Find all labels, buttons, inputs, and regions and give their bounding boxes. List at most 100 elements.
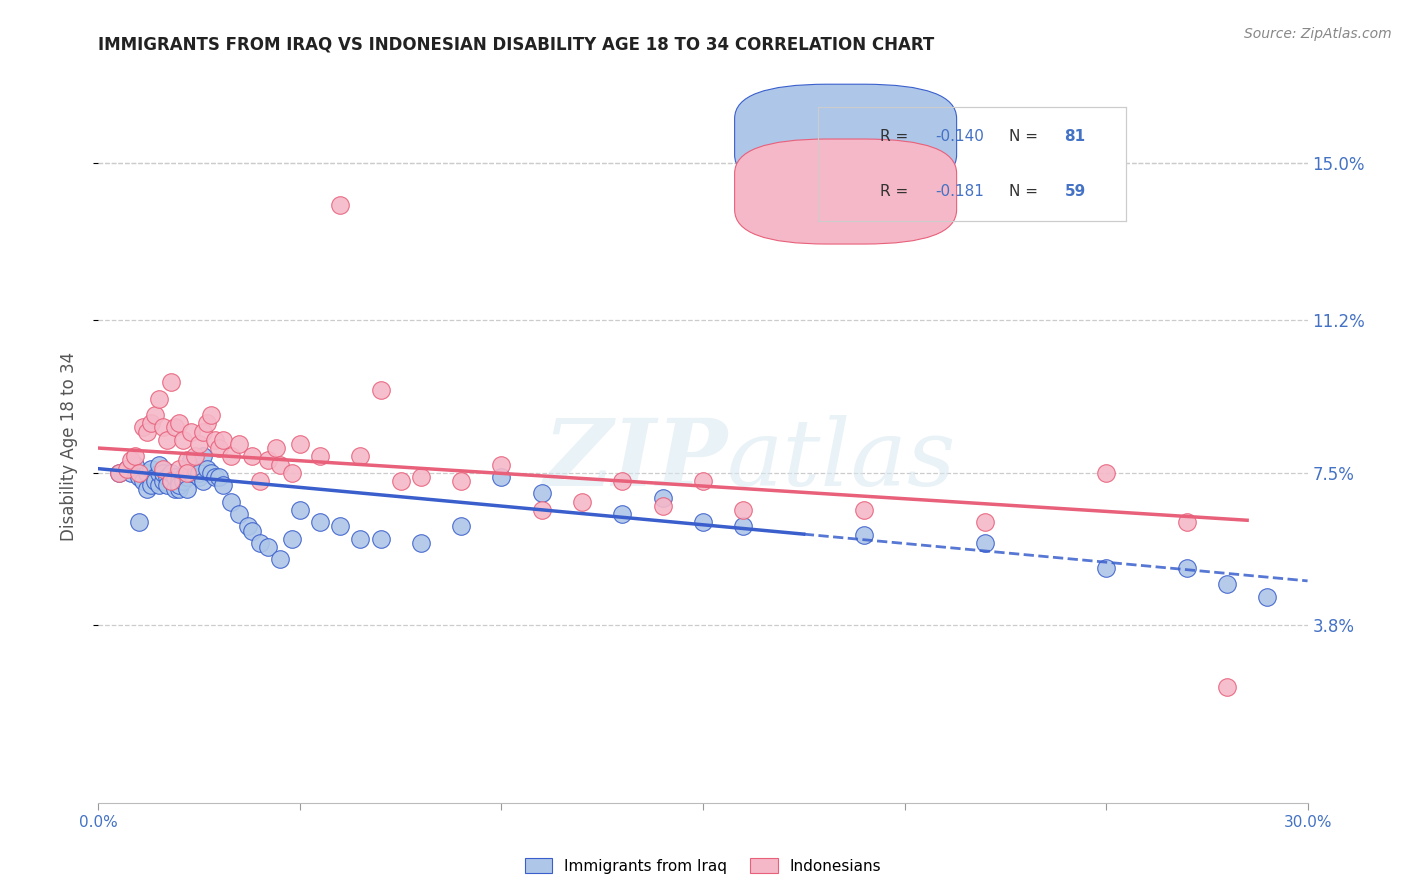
Point: [139, 478, 162, 492]
Point: [249, 474, 271, 488]
Point: [612, 474, 634, 488]
Point: [124, 450, 146, 464]
Point: [120, 453, 142, 467]
Point: [135, 466, 157, 480]
Point: [176, 483, 198, 497]
Point: [176, 461, 198, 475]
Point: [200, 466, 222, 480]
Point: [853, 503, 876, 517]
Point: [176, 466, 198, 480]
Point: [148, 466, 170, 480]
Point: [733, 503, 755, 517]
Point: [156, 470, 179, 484]
Point: [288, 503, 311, 517]
Point: [1095, 560, 1118, 574]
Point: [491, 470, 513, 484]
Point: [172, 470, 194, 484]
Point: [249, 536, 271, 550]
Point: [188, 470, 211, 484]
Point: [152, 474, 174, 488]
Point: [208, 470, 231, 484]
Point: [281, 466, 304, 480]
Point: [450, 474, 472, 488]
Point: [1216, 577, 1239, 591]
Point: [160, 375, 183, 389]
Point: [256, 453, 278, 467]
Point: [329, 197, 352, 211]
Point: [204, 433, 226, 447]
Point: [212, 433, 235, 447]
Point: [167, 478, 190, 492]
Point: [612, 507, 634, 521]
Point: [148, 392, 170, 406]
Point: [193, 425, 215, 439]
Point: [651, 499, 673, 513]
Point: [176, 453, 198, 467]
Point: [370, 532, 392, 546]
Point: [221, 494, 243, 508]
Point: [208, 441, 231, 455]
Point: [160, 474, 183, 488]
Point: [132, 474, 155, 488]
Point: [530, 503, 553, 517]
Point: [143, 408, 166, 422]
Point: [195, 461, 218, 475]
Point: [329, 519, 352, 533]
Point: [974, 536, 997, 550]
Point: [148, 478, 170, 492]
Point: [163, 420, 186, 434]
Point: [256, 540, 278, 554]
Point: [172, 433, 194, 447]
Point: [1175, 516, 1198, 530]
Point: [120, 466, 142, 480]
Point: [132, 420, 155, 434]
Point: [152, 420, 174, 434]
Text: ZIP: ZIP: [543, 416, 727, 505]
Point: [160, 474, 183, 488]
Point: [167, 417, 190, 431]
Point: [152, 466, 174, 480]
Point: [281, 532, 304, 546]
Point: [309, 450, 332, 464]
Point: [974, 516, 997, 530]
Point: [409, 536, 432, 550]
Point: [193, 450, 215, 464]
Point: [188, 437, 211, 451]
Point: [733, 519, 755, 533]
Point: [156, 433, 179, 447]
Point: [571, 494, 593, 508]
Point: [156, 478, 179, 492]
Point: [288, 437, 311, 451]
Legend: Immigrants from Iraq, Indonesians: Immigrants from Iraq, Indonesians: [519, 852, 887, 880]
Point: [530, 486, 553, 500]
Point: [143, 474, 166, 488]
Point: [370, 384, 392, 398]
Point: [180, 453, 202, 467]
Point: [128, 466, 150, 480]
Point: [167, 461, 190, 475]
Point: [349, 532, 371, 546]
Point: [160, 466, 183, 480]
Point: [188, 466, 211, 480]
Point: [1216, 681, 1239, 695]
Point: [269, 458, 291, 472]
Point: [124, 458, 146, 472]
Point: [200, 408, 222, 422]
Point: [193, 474, 215, 488]
Point: [204, 470, 226, 484]
Point: [264, 441, 287, 455]
Point: [152, 461, 174, 475]
Point: [853, 527, 876, 541]
Point: [240, 524, 263, 538]
Point: [221, 450, 243, 464]
Point: [143, 470, 166, 484]
Point: [1095, 466, 1118, 480]
Point: [184, 450, 207, 464]
Point: [692, 474, 714, 488]
Point: [228, 507, 250, 521]
Point: [195, 417, 218, 431]
Point: [107, 466, 129, 480]
Point: [115, 461, 138, 475]
Point: [135, 483, 157, 497]
Point: [349, 450, 371, 464]
